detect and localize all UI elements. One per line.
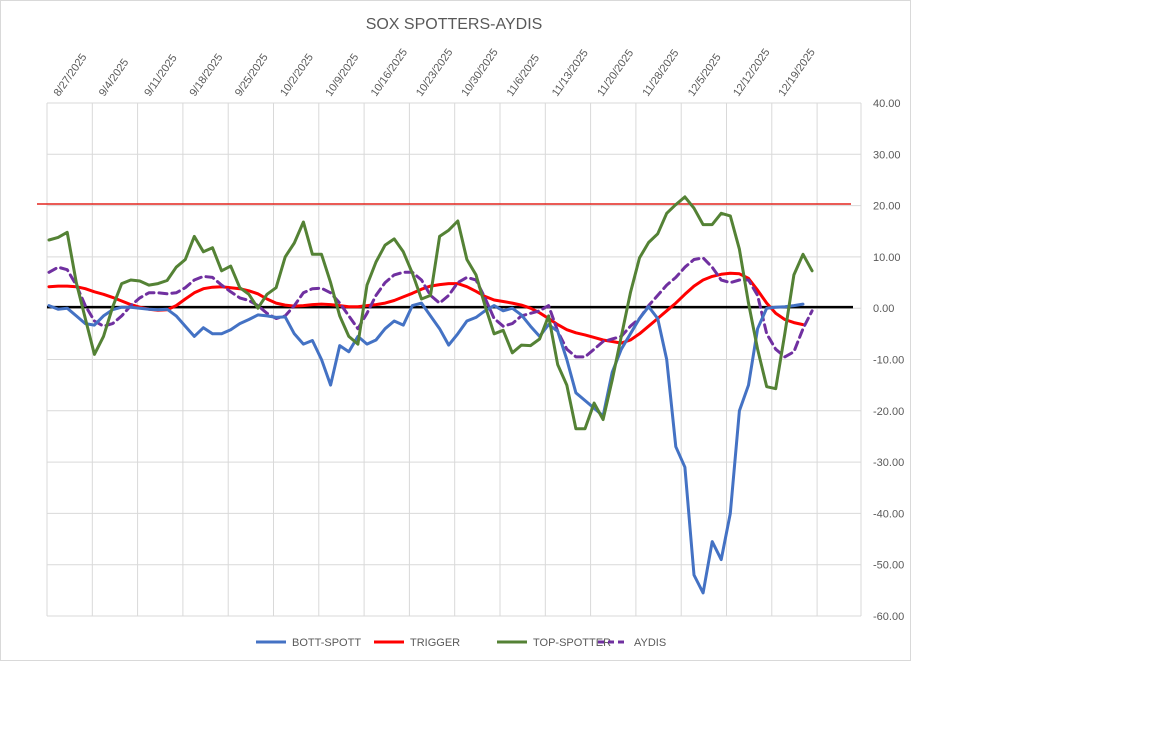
y-tick-label: 30.00 xyxy=(873,149,901,161)
x-tick-label: 12/19/2025 xyxy=(776,47,817,99)
x-tick-label: 8/27/2025 xyxy=(52,52,90,99)
y-axis-ticks: 40.00 30.00 20.00 10.00 0.00 -10.00 -20.00 -30.… xyxy=(873,98,904,623)
legend-label-top-spotter: TOP-SPOTTER xyxy=(533,637,611,649)
x-tick-label: 11/20/2025 xyxy=(595,47,636,98)
legend-label-trigger: TRIGGER xyxy=(410,637,460,649)
x-tick-label: 11/6/2025 xyxy=(505,52,542,98)
legend-label-aydis: AYDIS xyxy=(634,637,666,649)
legend-label-bott-spott: BOTT-SPOTT xyxy=(292,637,361,649)
series-line-top-spotter xyxy=(47,195,814,431)
y-tick-label: -50.00 xyxy=(873,560,904,572)
y-tick-label: -10.00 xyxy=(873,355,904,367)
series-line-aydis xyxy=(47,256,814,359)
x-tick-label: 9/25/2025 xyxy=(233,52,271,99)
chart-area: SOX SPOTTERS-AYDIS 40.00 30.00 20.00 10.00 0… xyxy=(0,0,911,661)
y-tick-label: 0.00 xyxy=(873,303,894,315)
reference-lines xyxy=(37,203,853,309)
y-tick-label: 10.00 xyxy=(873,252,901,264)
grid xyxy=(46,102,862,617)
x-tick-label: 10/16/2025 xyxy=(369,47,410,99)
x-tick-label: 12/12/2025 xyxy=(731,47,772,99)
y-tick-label: -40.00 xyxy=(873,508,904,520)
x-tick-label: 10/9/2025 xyxy=(323,52,361,99)
x-tick-label: 10/23/2025 xyxy=(414,47,455,99)
y-tick-label: -30.00 xyxy=(873,457,904,469)
x-tick-label: 11/28/2025 xyxy=(641,47,682,98)
x-tick-label: 11/13/2025 xyxy=(550,47,591,98)
x-tick-label: 9/4/2025 xyxy=(97,57,131,99)
y-tick-label: -20.00 xyxy=(873,406,904,418)
chart-title: SOX SPOTTERS-AYDIS xyxy=(366,16,543,33)
y-tick-label: 20.00 xyxy=(873,201,901,213)
legend: BOTT-SPOTT TRIGGER TOP-SPOTTER AYDIS xyxy=(256,637,666,649)
x-tick-label: 10/30/2025 xyxy=(459,47,500,99)
y-tick-label: -60.00 xyxy=(873,611,904,623)
series-lines xyxy=(47,195,814,595)
x-tick-label: 12/5/2025 xyxy=(686,52,724,99)
y-tick-label: 40.00 xyxy=(873,98,901,110)
series-line-bott-spott xyxy=(47,301,805,595)
x-axis-ticks: 8/27/2025 9/4/2025 9/11/2025 9/18/2025 9/25/… xyxy=(52,47,818,99)
x-tick-label: 9/11/2025 xyxy=(142,52,179,98)
chart-svg: SOX SPOTTERS-AYDIS 40.00 30.00 20.00 10.00 0… xyxy=(37,16,904,649)
x-tick-label: 10/2/2025 xyxy=(278,52,316,99)
x-tick-label: 9/18/2025 xyxy=(188,52,226,99)
